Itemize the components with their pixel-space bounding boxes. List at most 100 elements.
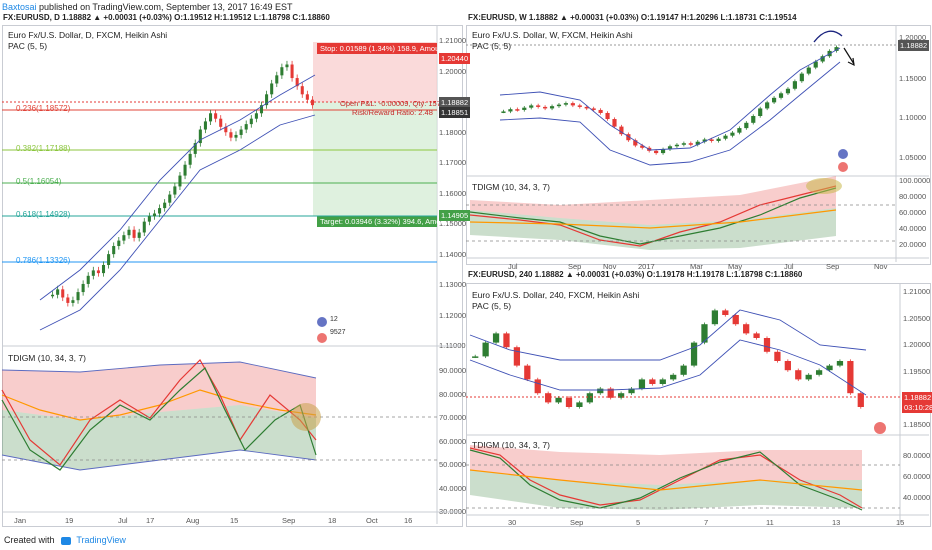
daily-price-badge: 1.18882 — [439, 97, 471, 108]
h4-chart-pane[interactable] — [466, 283, 931, 527]
weekly-osc-tick: 20.0000 — [899, 240, 927, 249]
daily-price-tick: 1.21000 — [439, 36, 467, 45]
daily-time-tick: Jul — [118, 516, 128, 525]
daily-price-tick: 1.15000 — [439, 219, 467, 228]
daily-info-line: FX:EURUSD, D 1.18882 ▲ +0.00031 (+0.03%)… — [3, 13, 330, 22]
weekly-title: Euro Fx/U.S. Dollar, W, FXCM, Heikin Ash… — [472, 30, 633, 40]
daily-price-badge: 1.14905 — [439, 210, 471, 221]
h4-time-tick: 15 — [896, 518, 905, 527]
daily-price-tick: 1.14000 — [439, 249, 467, 259]
h4-time-tick: Sep — [570, 518, 584, 527]
weekly-price-tick: 1.05000 — [899, 153, 927, 162]
weekly-indicator-label: TDIGM (10, 34, 3, 7) — [472, 182, 550, 192]
daily-stop-label: Stop: 0.01589 (1.34%) 158.9, Amou — [320, 44, 440, 53]
daily-open-pnl-label: Open P&L: -0.00009, Qty: 1573 — [340, 99, 446, 108]
h4-price-tick: 1.21000 — [903, 287, 931, 296]
footer-brand[interactable]: TradingView — [76, 535, 126, 545]
daily-osc-tick: 40.0000 — [439, 483, 467, 493]
weekly-time-tick: May — [728, 262, 743, 271]
weekly-osc-tick: 40.0000 — [899, 224, 927, 233]
daily-target-label: Target: 0.03946 (3.32%) 394.6, Amoun — [320, 217, 449, 226]
daily-osc-tick: 30.0000 — [439, 507, 467, 516]
daily-price-badge: 1.18851 — [439, 107, 471, 118]
daily-price-tick: 1.17000 — [439, 158, 467, 167]
published-text: published on TradingView.com, September … — [39, 2, 293, 12]
daily-price-tick: 1.16000 — [439, 188, 467, 198]
weekly-time-tick: Nov — [603, 262, 617, 271]
weekly-osc-tick: 80.0000 — [899, 192, 927, 201]
weekly-osc-tick: 100.0000 — [899, 176, 931, 185]
h4-price-tick: 1.20000 — [903, 340, 931, 349]
daily-osc-tick: 90.0000 — [439, 366, 467, 375]
daily-price-tick: 1.12000 — [439, 310, 467, 320]
daily-price-tick: 1.11000 — [439, 341, 466, 350]
h4-time-tick: 5 — [636, 518, 641, 527]
daily-title: Euro Fx/U.S. Dollar, D, FXCM, Heikin Ash… — [8, 30, 168, 40]
daily-time-tick: 18 — [328, 516, 337, 525]
weekly-price-badge: 1.18882 — [898, 40, 930, 51]
daily-osc-tick: 50.0000 — [439, 460, 467, 469]
fib-label: 0.786(1.13326) — [16, 256, 71, 265]
h4-time-tick: 11 — [766, 518, 774, 527]
h4-time-tick: 7 — [704, 518, 709, 527]
daily-rr-label: Risk/Reward Ratio: 2.48 — [352, 108, 433, 117]
h4-price-tick: 1.18500 — [903, 419, 931, 429]
fib-label: 0.5(1.16054) — [16, 177, 62, 186]
h4-price-badge: 1.18882 — [902, 392, 932, 403]
publish-line: Baxtosai published on TradingView.com, S… — [2, 2, 293, 12]
footer: Created with TradingView — [4, 535, 126, 545]
weekly-chart-pane[interactable] — [466, 25, 931, 265]
fib-label: 0.618(1.14928) — [16, 210, 71, 219]
daily-time-tick: 17 — [146, 516, 155, 525]
publisher-link[interactable]: Baxtosai — [2, 2, 37, 12]
h4-osc-tick: 60.0000 — [903, 472, 931, 481]
tradingview-logo-icon — [61, 536, 72, 545]
h4-osc-tick: 40.0000 — [903, 493, 931, 502]
daily-time-tick: 19 — [65, 516, 74, 525]
h4-title: Euro Fx/U.S. Dollar, 240, FXCM, Heikin A… — [472, 290, 640, 300]
daily-flag-count: 9527 — [330, 329, 346, 336]
h4-info-line: FX:EURUSD, 240 1.18882 ▲ +0.00031 (+0.03… — [468, 270, 803, 279]
daily-time-tick: 15 — [230, 516, 239, 525]
weekly-time-tick: Sep — [568, 262, 582, 271]
daily-event-count: 12 — [330, 316, 338, 323]
fib-label: 0.382(1.17188) — [16, 144, 71, 153]
daily-osc-tick: 70.0000 — [439, 413, 467, 422]
weekly-info-line: FX:EURUSD, W 1.18882 ▲ +0.00031 (+0.03%)… — [468, 13, 797, 22]
weekly-price-tick: 1.10000 — [899, 113, 927, 122]
h4-indicator-label: TDIGM (10, 34, 3, 7) — [472, 440, 550, 450]
daily-price-tick: 1.13000 — [439, 280, 467, 289]
daily-time-tick: 16 — [404, 516, 413, 525]
h4-countdown-badge: 03:10:28 — [902, 402, 932, 413]
daily-time-tick: Jan — [14, 516, 27, 525]
weekly-time-tick: Jul — [784, 262, 794, 271]
h4-time-tick: 13 — [832, 518, 841, 527]
daily-time-tick: Oct — [366, 516, 378, 525]
daily-pac-label: PAC (5, 5) — [8, 41, 48, 51]
h4-pac-label: PAC (5, 5) — [472, 301, 512, 311]
fib-label: 0.236(1.18572) — [16, 104, 71, 113]
weekly-osc-tick: 60.0000 — [899, 208, 927, 217]
h4-osc-tick: 80.0000 — [903, 451, 931, 460]
weekly-pac-label: PAC (5, 5) — [472, 41, 512, 51]
daily-osc-tick: 80.0000 — [439, 389, 467, 399]
weekly-price-tick: 1.15000 — [899, 74, 927, 83]
footer-created-with: Created with — [4, 535, 55, 545]
weekly-price-tick: 1.20000 — [899, 33, 927, 42]
daily-price-badge: 1.20440 — [439, 53, 471, 64]
weekly-time-tick: Jul — [508, 262, 518, 271]
weekly-time-tick: Nov — [874, 262, 888, 271]
weekly-time-tick: Mar — [690, 262, 703, 271]
daily-osc-tick: 60.0000 — [439, 436, 467, 446]
h4-time-tick: 30 — [508, 518, 517, 527]
daily-chart-pane[interactable] — [2, 25, 463, 527]
daily-price-tick: 1.18000 — [439, 127, 467, 137]
weekly-time-tick: Sep — [826, 262, 840, 271]
h4-price-tick: 1.20500 — [903, 313, 931, 323]
daily-price-tick: 1.20000 — [439, 66, 467, 76]
h4-price-tick: 1.19500 — [903, 366, 931, 376]
daily-time-tick: Aug — [186, 516, 200, 525]
daily-time-tick: Sep — [282, 516, 296, 525]
weekly-time-tick: 2017 — [638, 262, 655, 271]
